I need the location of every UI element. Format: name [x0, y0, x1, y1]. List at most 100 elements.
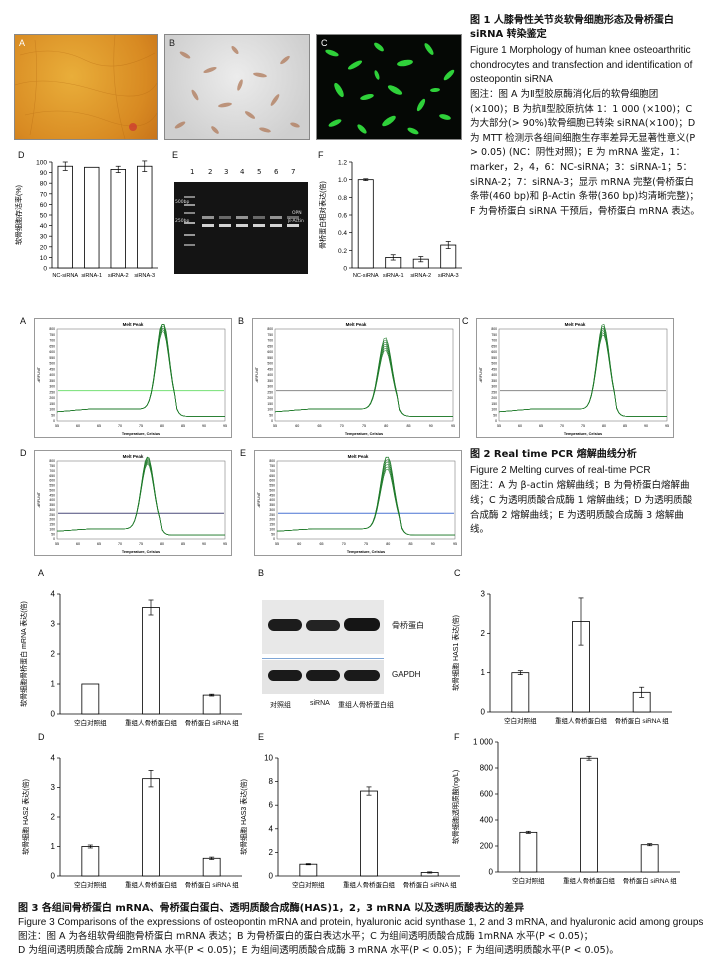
y-tick-label: 350: [49, 503, 55, 507]
bar: [81, 846, 100, 877]
melt-curve: [56, 331, 225, 417]
y-tick-label: 650: [49, 474, 55, 478]
melt-curve: [276, 456, 455, 536]
panel-label: C: [454, 568, 461, 578]
y-tick-label: 200: [491, 396, 497, 400]
y-tick-label: 650: [267, 344, 273, 348]
y-tick-label: 700: [491, 339, 497, 343]
x-tick-label: NC-siRNA: [353, 273, 379, 279]
y-axis-label: 软骨细胞 HAS3 表达(倍): [239, 779, 248, 855]
melt-curve-plot: Melt Peak 55 60 65 70 75 80 85 90 95 Temperature, …: [257, 454, 457, 554]
x-axis-label: Temperature, Celsius: [122, 432, 160, 436]
gel-lane-numbers: 1 2 3 4 5 6 7: [176, 168, 308, 180]
x-tick-label: 空白对照组: [504, 716, 537, 725]
gel-lane-label: 5: [257, 168, 262, 176]
gel-marker-500: 500bp: [175, 200, 190, 205]
western-label-opn: 骨桥蛋白: [392, 621, 424, 630]
y-tick-label: 2: [269, 848, 274, 857]
y-tick-label: 250: [491, 390, 497, 394]
x-tick-label: 85: [409, 542, 413, 546]
y-tick-label: 3: [481, 590, 486, 599]
fig3-f-chart: 0 200 400 600 800 1 000 空白对照组 重组人骨桥蛋白组 骨桥蛋白 siRN…: [451, 738, 680, 885]
western-label-gapdh: GAPDH: [392, 670, 421, 679]
x-tick-label: 空白对照组: [74, 718, 107, 727]
x-tick-label: 75: [362, 424, 366, 428]
y-axis-label: 软骨细胞存活率(%): [14, 185, 23, 245]
fig1-title-en: Figure 1 Morphology of human knee osteoa…: [470, 45, 693, 85]
y-tick-label: 0: [53, 537, 55, 541]
panel-label: A: [38, 568, 45, 578]
x-tick-label: 95: [223, 424, 227, 428]
y-tick-label: 0: [53, 419, 55, 423]
y-tick-label: 0.4: [338, 230, 347, 237]
fig1-note: 图注：图 A 为Ⅱ型胶原酶消化后的软骨细胞团(×100)；B 为抗Ⅱ型胶原抗体 …: [470, 89, 700, 217]
fig3-note-line2: D 为组间透明质酸合成酶 2mRNA 水平(P < 0.05)；E 为组间透明质…: [18, 945, 619, 956]
y-tick-label: 0: [495, 419, 497, 423]
y-tick-label: 350: [491, 379, 497, 383]
x-tick-label: 60: [295, 424, 299, 428]
y-tick-label: 0: [51, 872, 56, 881]
y-tick-label: 100: [36, 160, 47, 167]
y-tick-label: 700: [49, 469, 55, 473]
y-tick-label: 4: [269, 824, 274, 833]
x-tick-label: 65: [539, 424, 543, 428]
y-tick-label: 2: [51, 813, 56, 822]
y-tick-label: 90: [40, 170, 48, 177]
y-tick-label: 300: [49, 385, 55, 389]
melt-curve-plot: Melt Peak 55 60 65 70 75 80 85 90 95 Temperature, …: [255, 322, 455, 436]
y-tick-label: 650: [491, 344, 497, 348]
x-tick-label: 60: [76, 424, 80, 428]
y-axis-label: 软骨细胞 HAS2 表达(倍): [21, 779, 30, 855]
melt-curve: [498, 327, 667, 417]
x-tick-label: 85: [623, 424, 627, 428]
melt-curve-panel: Melt Peak 55 60 65 70 75 80 85 90 95 Temperature, …: [34, 318, 232, 438]
x-tick-label: 55: [497, 424, 501, 428]
x-tick-label: 55: [275, 542, 279, 546]
bar: [57, 165, 73, 269]
melt-curve: [274, 341, 453, 417]
fig3-c-chart: 0 1 2 3 空白对照组 重组人骨桥蛋白组 骨桥蛋白 siRNA 组 软骨细胞 HAS1 表…: [451, 590, 672, 725]
gel-image: 500bp 250bp OPN β-Actin: [174, 182, 308, 274]
panel-label: B: [169, 38, 176, 48]
y-tick-label: 200: [267, 396, 273, 400]
fig3-note-line1: 图注：图 A 为各组软骨细胞骨桥蛋白 mRNA 表达；B 为骨桥蛋白的蛋白表达水…: [18, 931, 594, 942]
y-tick-label: 150: [49, 523, 55, 527]
y-tick-label: 300: [267, 385, 273, 389]
western-band-gapdh-2: [306, 670, 340, 681]
x-tick-label: 70: [560, 424, 564, 428]
y-tick-label: 100: [267, 408, 273, 412]
y-tick-label: 0.8: [338, 195, 347, 202]
plot-frame: [498, 328, 668, 422]
y-tick-label: 100: [269, 527, 275, 531]
melt-curve: [498, 334, 667, 417]
y-tick-label: 0: [481, 708, 486, 717]
melt-curve: [276, 466, 455, 536]
melt-plot-title: Melt Peak: [123, 454, 144, 459]
y-tick-label: 50: [269, 413, 273, 417]
bar: [81, 683, 100, 715]
panel-label: F: [454, 732, 460, 742]
y-tick-label: 550: [49, 484, 55, 488]
melt-curve: [56, 459, 225, 536]
melt-curve: [56, 324, 225, 417]
melt-curve-panel: Melt Peak 55 60 65 70 75 80 85 90 95 Temperature, …: [476, 318, 674, 438]
x-tick-label: 95: [223, 542, 227, 546]
melt-plot-title: Melt Peak: [348, 454, 369, 459]
x-tick-label: siRNA-1: [383, 273, 404, 279]
x-tick-label: 70: [118, 542, 122, 546]
y-tick-label: 300: [491, 385, 497, 389]
plot-frame: [56, 460, 226, 540]
x-tick-label: 空白对照组: [512, 876, 545, 885]
x-tick-label: 骨桥蛋白 siRNA 组: [615, 716, 670, 725]
melt-curve: [56, 456, 225, 536]
y-tick-label: 70: [40, 191, 48, 198]
x-tick-label: 70: [342, 542, 346, 546]
panel-label: D: [20, 448, 27, 458]
y-axis-label: -dRFU/dT: [37, 366, 41, 383]
y-tick-label: 40: [40, 223, 48, 230]
y-tick-label: 0: [343, 266, 347, 273]
gel-bands: [184, 196, 299, 246]
y-tick-label: 4: [51, 754, 56, 763]
x-tick-label: 90: [429, 424, 433, 428]
x-tick-label: 55: [55, 542, 59, 546]
